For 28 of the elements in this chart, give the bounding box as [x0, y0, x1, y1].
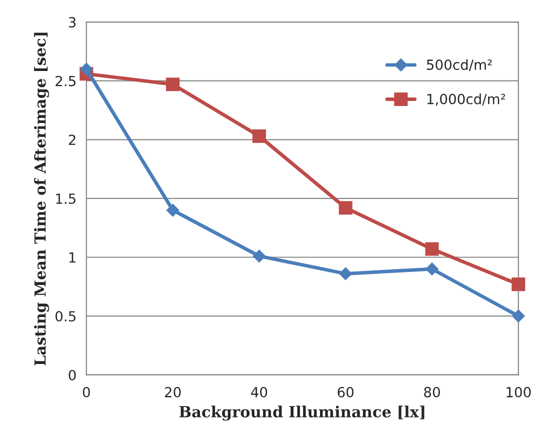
point — [425, 242, 439, 256]
point — [252, 250, 266, 262]
y-tick-label: 0 — [68, 370, 76, 380]
x-tick-label: 40 — [251, 386, 268, 398]
x-axis-title: Background Illuminance [lx] — [179, 406, 424, 421]
y-tick-label: 2.5 — [56, 76, 76, 86]
y-axis-title: Lasting Mean Time of Afterimage [sec] — [34, 32, 50, 366]
x-tick-label: 60 — [338, 386, 354, 398]
x-tick-label: 80 — [424, 386, 440, 398]
y-tick-label: 3 — [68, 17, 76, 28]
point — [512, 310, 525, 322]
legend-label: 500cd/m² — [426, 59, 492, 72]
y-tick-label: 1.5 — [56, 194, 76, 204]
y-tick-label: 2 — [68, 134, 76, 145]
point — [426, 262, 438, 276]
point — [166, 204, 180, 217]
point — [339, 267, 352, 280]
x-tick-label: 0 — [82, 386, 90, 398]
point — [512, 278, 526, 292]
point — [166, 78, 180, 92]
x-tick-label: 20 — [164, 386, 181, 398]
y-tick-label: 0.5 — [56, 311, 76, 322]
point — [338, 201, 352, 215]
point — [252, 129, 266, 143]
point — [80, 62, 93, 76]
legend-label: 1,000cd/m² — [427, 94, 506, 106]
x-tick-label: 100 — [506, 386, 531, 398]
y-tick-label: 1 — [69, 252, 76, 263]
